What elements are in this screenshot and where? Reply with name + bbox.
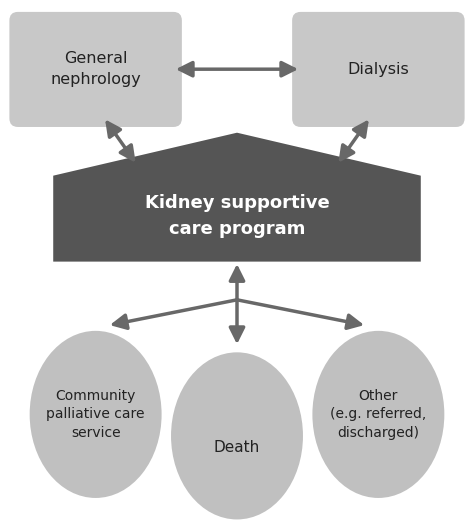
Ellipse shape	[312, 331, 444, 498]
Text: Community
palliative care
service: Community palliative care service	[46, 389, 145, 440]
Polygon shape	[53, 133, 421, 261]
Text: Kidney supportive
care program: Kidney supportive care program	[145, 194, 329, 238]
Ellipse shape	[171, 352, 303, 520]
Text: Dialysis: Dialysis	[347, 62, 409, 77]
Text: General
nephrology: General nephrology	[50, 51, 141, 87]
FancyBboxPatch shape	[9, 12, 182, 127]
Ellipse shape	[30, 331, 162, 498]
Text: Other
(e.g. referred,
discharged): Other (e.g. referred, discharged)	[330, 389, 427, 440]
Text: Death: Death	[214, 440, 260, 455]
FancyBboxPatch shape	[292, 12, 465, 127]
